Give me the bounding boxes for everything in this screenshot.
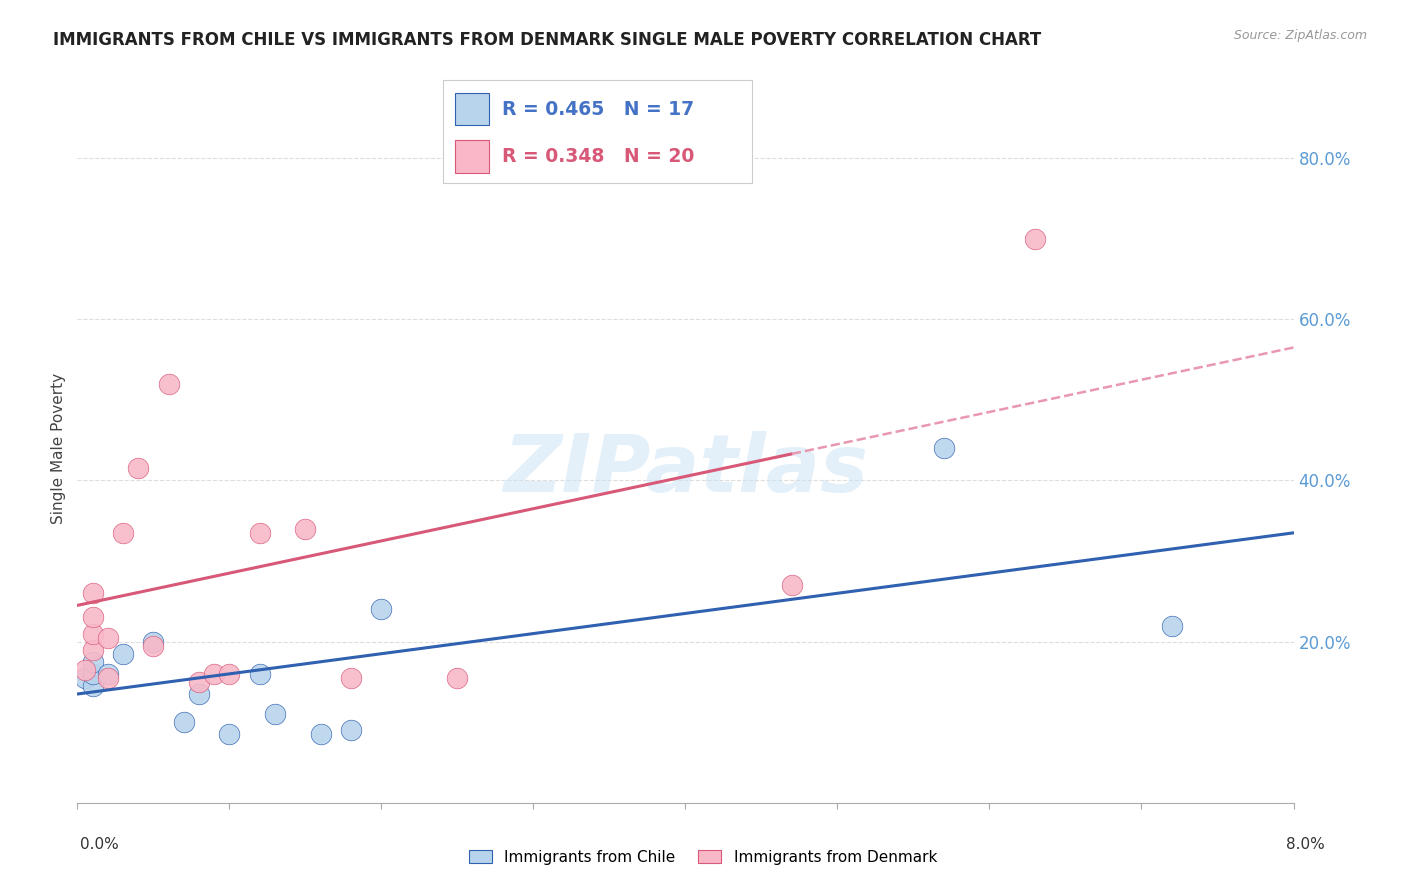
- Point: [97, 671, 120, 685]
- Text: IMMIGRANTS FROM CHILE VS IMMIGRANTS FROM DENMARK SINGLE MALE POVERTY CORRELATION: IMMIGRANTS FROM CHILE VS IMMIGRANTS FROM…: [53, 31, 1042, 49]
- Point: [294, 522, 316, 536]
- Point: [157, 376, 180, 391]
- Point: [82, 679, 104, 693]
- Point: [73, 671, 96, 685]
- Text: Source: ZipAtlas.com: Source: ZipAtlas.com: [1233, 29, 1367, 42]
- Point: [780, 578, 803, 592]
- Text: 8.0%: 8.0%: [1285, 838, 1324, 852]
- Point: [446, 671, 468, 685]
- Text: ZIPatlas: ZIPatlas: [503, 431, 868, 508]
- Text: R = 0.348   N = 20: R = 0.348 N = 20: [502, 146, 695, 166]
- Point: [82, 642, 104, 657]
- Legend: Immigrants from Chile, Immigrants from Denmark: Immigrants from Chile, Immigrants from D…: [463, 844, 943, 871]
- Point: [111, 525, 134, 540]
- Point: [218, 727, 240, 741]
- Bar: [456, 140, 489, 173]
- Point: [309, 727, 332, 741]
- Point: [264, 707, 287, 722]
- Point: [249, 666, 271, 681]
- Text: 0.0%: 0.0%: [80, 838, 120, 852]
- Point: [1161, 618, 1184, 632]
- Point: [142, 639, 165, 653]
- Point: [340, 723, 363, 738]
- Bar: [456, 93, 489, 126]
- Point: [127, 461, 149, 475]
- Point: [188, 674, 211, 689]
- Point: [82, 626, 104, 640]
- Point: [82, 610, 104, 624]
- Point: [82, 666, 104, 681]
- Point: [173, 715, 195, 730]
- Point: [340, 671, 363, 685]
- Point: [1024, 232, 1046, 246]
- Text: R = 0.465   N = 17: R = 0.465 N = 17: [502, 100, 693, 119]
- Point: [97, 666, 120, 681]
- Point: [218, 666, 240, 681]
- Point: [932, 442, 955, 455]
- Point: [73, 663, 96, 677]
- Point: [111, 647, 134, 661]
- Point: [82, 655, 104, 669]
- Point: [142, 634, 165, 648]
- Point: [249, 525, 271, 540]
- Y-axis label: Single Male Poverty: Single Male Poverty: [51, 373, 66, 524]
- Point: [188, 687, 211, 701]
- Point: [97, 631, 120, 645]
- Point: [82, 586, 104, 600]
- Point: [370, 602, 392, 616]
- Point: [202, 666, 225, 681]
